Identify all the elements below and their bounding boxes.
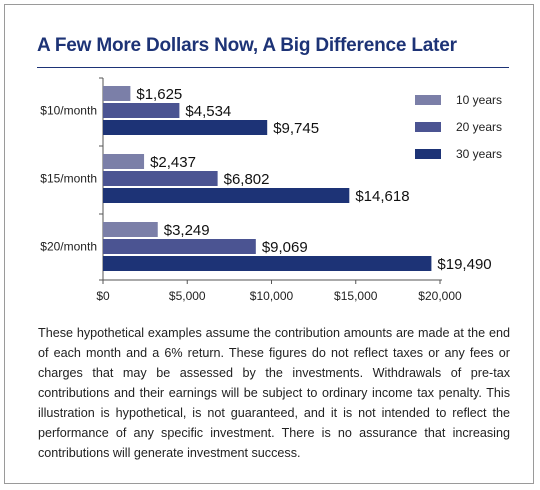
x-tick-label: $5,000	[169, 289, 206, 303]
bar	[103, 188, 350, 203]
bar	[103, 171, 218, 186]
bar-value-label: $2,437	[150, 154, 196, 171]
bar-value-label: $14,618	[355, 188, 409, 205]
bar	[103, 154, 145, 169]
bar-value-label: $4,534	[185, 103, 231, 120]
x-tick-label: $15,000	[334, 289, 378, 303]
legend-swatch	[415, 149, 441, 159]
category-label: $10/month	[40, 104, 97, 118]
bar-value-label: $19,490	[437, 256, 491, 273]
bar-value-label: $9,069	[262, 239, 308, 256]
legend-label: 10 years	[456, 93, 502, 107]
legend-label: 30 years	[456, 147, 502, 161]
chart-axes: $0 $5,000 $10,000 $15,000 $20,000 $10/month $1…	[40, 77, 462, 303]
bar-value-label: $9,745	[273, 120, 319, 137]
legend-swatch	[415, 95, 441, 105]
bar-value-label: $3,249	[164, 222, 210, 239]
bar	[103, 239, 256, 254]
chart-bars: $1,625$4,534 $9,745 $2,437 $6,802 $14,618 $3,…	[103, 86, 492, 273]
bar	[103, 86, 131, 101]
bar	[103, 120, 268, 135]
title-divider	[37, 67, 509, 68]
bar	[103, 222, 158, 237]
bar	[103, 256, 432, 271]
chart-panel: A Few More Dollars Now, A Big Difference…	[4, 4, 534, 484]
legend-swatch	[415, 122, 441, 132]
bar-value-label: $6,802	[224, 171, 270, 188]
chart-legend: 10 years 20 years 30 years	[415, 93, 502, 161]
legend-label: 20 years	[456, 120, 502, 134]
bar-value-label: $1,625	[136, 86, 182, 103]
chart-title: A Few More Dollars Now, A Big Difference…	[37, 35, 457, 56]
x-tick-label: $10,000	[250, 289, 294, 303]
disclaimer-text: These hypothetical examples assume the c…	[38, 326, 510, 460]
category-label: $20/month	[40, 240, 97, 254]
category-label: $15/month	[40, 172, 97, 186]
x-tick-label: $20,000	[418, 289, 462, 303]
x-tick-label: $0	[96, 289, 110, 303]
bar	[103, 103, 180, 118]
